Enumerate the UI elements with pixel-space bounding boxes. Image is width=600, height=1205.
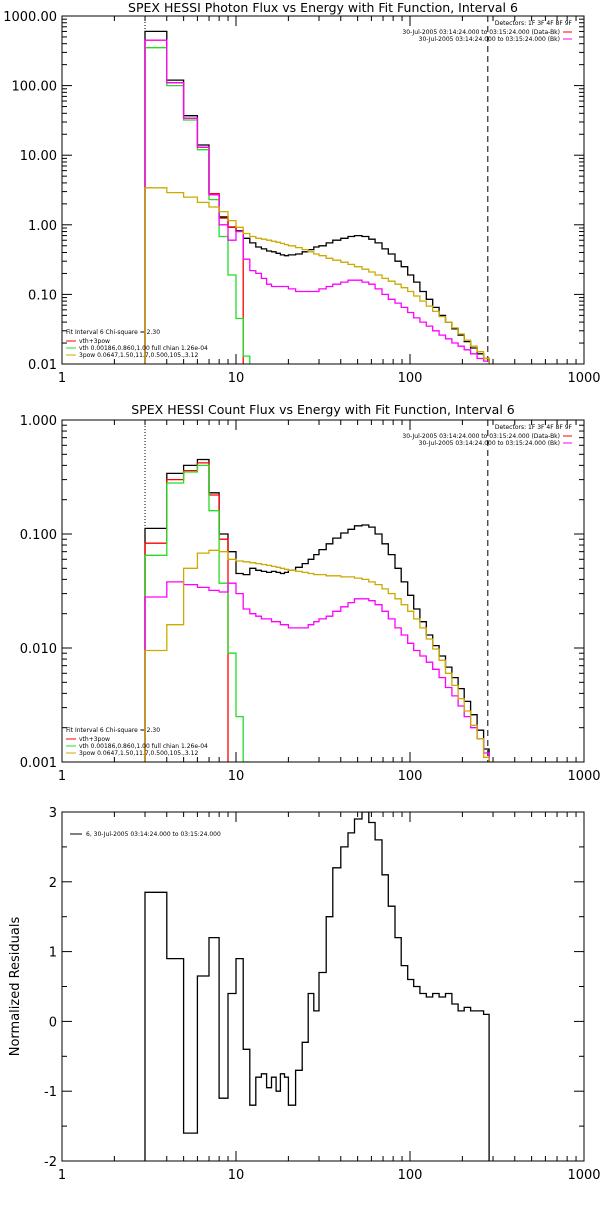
legend-label: vth 0.00186,0.860,1.00 full chian 1.26e-… (79, 743, 208, 750)
data-series-1 (144, 30, 490, 364)
y-tick-label: 0.001 (20, 756, 57, 771)
plot-frame (61, 15, 585, 365)
data-series-1 (144, 458, 490, 762)
time-range-label: 30-Jul-2005 03:14:24.000 to 03:15:24.000… (402, 29, 560, 36)
x-tick-label: 10 (228, 371, 245, 386)
detectors-label: Detectors: 1F 3F 4F 8F 9F (495, 424, 573, 431)
series-group (144, 30, 490, 364)
x-tick-label: 1 (58, 1168, 66, 1183)
axis-ticks (61, 420, 584, 763)
data-series-1 (144, 812, 490, 1161)
fit-legend-header: Fit Interval 6 Chi-square = 2.30 (66, 329, 160, 336)
y-tick-label: 1.00 (28, 219, 57, 234)
chart-title: SPEX HESSI Count Flux vs Energy with Fit… (131, 402, 514, 417)
y-axis-label: Normalized Residuals (8, 917, 23, 1057)
y-tick-label: -1 (44, 1085, 57, 1100)
axis-ticks (61, 16, 584, 365)
y-tick-label: 10.00 (20, 149, 57, 164)
x-tick-label: 100 (398, 371, 423, 386)
x-tick-label: 1000 (567, 371, 600, 386)
plot-frame (61, 419, 585, 763)
y-tick-label: 1000.00 (3, 10, 57, 25)
detectors-label: Detectors: 1F 3F 4F 8F 9F (495, 20, 573, 27)
y-tick-label: 0 (49, 1015, 57, 1030)
data-series-3 (144, 464, 251, 762)
legend-label: vth+3pow (79, 338, 110, 345)
data-series-5 (144, 187, 490, 364)
legend-label: vth+3pow (79, 736, 110, 743)
legend-label: 3pow 0.0647,1.50,11.7,0.500,105.,3.12 (79, 352, 198, 359)
y-tick-label: 0.010 (20, 642, 57, 657)
y-tick-label: -2 (44, 1155, 57, 1170)
y-tick-label: 1.000 (20, 414, 57, 429)
axis-ticks (61, 811, 584, 1162)
data-series-2 (144, 39, 244, 364)
data-series-3 (144, 47, 251, 364)
data-series-4 (144, 39, 490, 364)
x-tick-label: 100 (398, 769, 423, 784)
plot-frame (61, 811, 585, 1162)
y-tick-label: 3 (49, 806, 57, 821)
y-tick-label: 1 (49, 946, 57, 961)
chart-title: SPEX HESSI Photon Flux vs Energy with Fi… (128, 0, 518, 15)
x-tick-label: 100 (398, 1168, 423, 1183)
time-range-label: 30-Jul-2005 03:14:24.000 to 03:15:24.000… (402, 433, 560, 440)
chart-panel-1: SPEX HESSI Photon Flux vs Energy with Fi… (3, 0, 600, 386)
y-tick-label: 0.01 (28, 358, 57, 373)
chart-panel-3: 1 10 100 1000 -2 -1 0 1 2 3 Normalized Residuals 6,… (8, 806, 600, 1183)
x-tick-label: 1 (58, 769, 66, 784)
data-series-5 (144, 549, 490, 762)
series-group (144, 812, 490, 1161)
chart-panel-2: SPEX HESSI Count Flux vs Energy with Fit… (20, 402, 600, 784)
x-tick-label: 10 (228, 769, 245, 784)
data-series-4 (144, 581, 490, 762)
x-tick-label: 1 (58, 371, 66, 386)
fit-legend-header: Fit Interval 6 Chi-square = 2.30 (66, 727, 160, 734)
series-group (144, 458, 490, 762)
legend-label: 6, 30-Jul-2005 03:14:24.000 to 03:15:24.… (86, 831, 221, 838)
time-range-label: 30-Jul-2005 03:14:24.000 to 03:15:24.000… (419, 36, 560, 43)
time-range-label: 30-Jul-2005 03:14:24.000 to 03:15:24.000… (419, 440, 560, 447)
data-series-2 (144, 462, 229, 762)
y-tick-label: 0.10 (28, 288, 57, 303)
y-tick-label: 0.100 (20, 528, 57, 543)
legend-label: 3pow 0.0647,1.50,11.7,0.500,105.,3.12 (79, 750, 198, 757)
x-tick-label: 1000 (567, 769, 600, 784)
legend-label: vth 0.00186,0.860,1.00 full chian 1.26e-… (79, 345, 208, 352)
y-tick-label: 100.00 (12, 80, 58, 95)
x-tick-label: 1000 (567, 1168, 600, 1183)
y-tick-label: 2 (49, 876, 57, 891)
x-tick-label: 10 (228, 1168, 245, 1183)
